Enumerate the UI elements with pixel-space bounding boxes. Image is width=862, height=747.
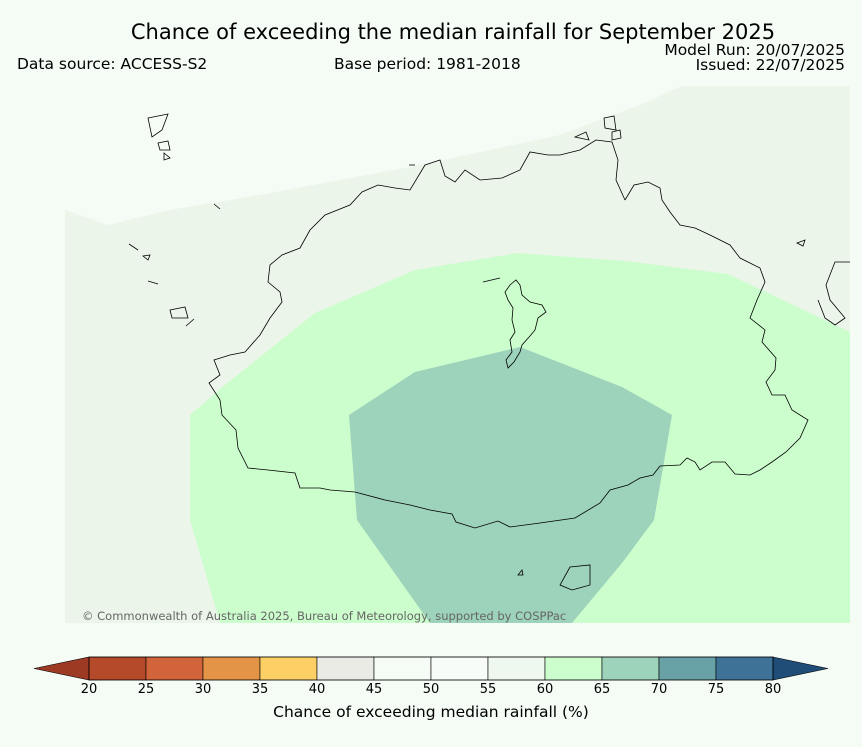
- islet-11: [517, 569, 524, 576]
- islet-9: [796, 239, 806, 247]
- colorbar-tick-label: 30: [194, 682, 212, 697]
- coast-dash-2: [147, 280, 159, 285]
- islet-10: [559, 564, 591, 591]
- islet-2: [157, 140, 171, 151]
- colorbar-cell: [88, 656, 147, 681]
- colorbar-cell: [487, 656, 546, 681]
- colorbar-cell: [430, 656, 489, 681]
- colorbar-cell: [202, 656, 261, 681]
- colorbar-tick-label: 40: [308, 682, 326, 697]
- inner-peninsula-outline: [504, 279, 547, 369]
- colorbar-cell: [715, 656, 774, 681]
- coast-dash-3: [185, 318, 195, 327]
- issued-label: Issued: 22/07/2025: [695, 56, 845, 74]
- map-title: Chance of exceeding the median rainfall …: [130, 20, 776, 44]
- coast-dash-1: [128, 243, 139, 251]
- colorbar-tick-label: 65: [593, 682, 611, 697]
- colorbar-label: Chance of exceeding median rainfall (%): [273, 703, 589, 721]
- coast-dash-4: [213, 203, 221, 210]
- colorbar-cell: [316, 656, 375, 681]
- colorbar: [33, 656, 829, 681]
- main-island-outline: [208, 139, 809, 529]
- colorbar-tick-label: 70: [650, 682, 668, 697]
- colorbar-frame: [88, 656, 774, 681]
- colorbar-extend-high: [772, 656, 829, 681]
- colorbar-cell: [373, 656, 432, 681]
- colorbar-tick-label: 60: [536, 682, 554, 697]
- colorbar-tick-label: 80: [764, 682, 782, 697]
- colorbar-tick-label: 45: [365, 682, 383, 697]
- colorbar-cell: [145, 656, 204, 681]
- coastline: [128, 113, 850, 591]
- colorbar-cell: [658, 656, 717, 681]
- islet-7: [603, 115, 617, 131]
- coast-dash-6: [482, 277, 501, 283]
- data-source-label: Data source: ACCESS-S2: [17, 55, 208, 73]
- colorbar-cell: [601, 656, 660, 681]
- colorbar-extend-low: [33, 656, 90, 681]
- islet-5: [142, 254, 151, 261]
- colorbar-tick-label: 75: [707, 682, 725, 697]
- colorbar-tick-label: 35: [251, 682, 269, 697]
- islet-6: [573, 131, 590, 141]
- colorbar-tick-label: 20: [80, 682, 98, 697]
- colorbar-tick-label: 55: [479, 682, 497, 697]
- base-period-label: Base period: 1981-2018: [334, 55, 521, 73]
- model-run-label: Model Run: 20/07/2025: [664, 41, 845, 59]
- islet-4: [169, 306, 189, 319]
- colorbar-cell: [544, 656, 603, 681]
- islet-1: [147, 113, 169, 138]
- coast-east: [817, 261, 850, 326]
- colorbar-tick-label: 25: [137, 682, 155, 697]
- colorbar-tick-label: 50: [422, 682, 440, 697]
- probability-band-65-70: [349, 347, 672, 623]
- copyright-notice: © Commonwealth of Australia 2025, Bureau…: [82, 609, 566, 623]
- colorbar-cell: [259, 656, 318, 681]
- islet-8: [611, 129, 622, 141]
- islet-3: [163, 152, 171, 161]
